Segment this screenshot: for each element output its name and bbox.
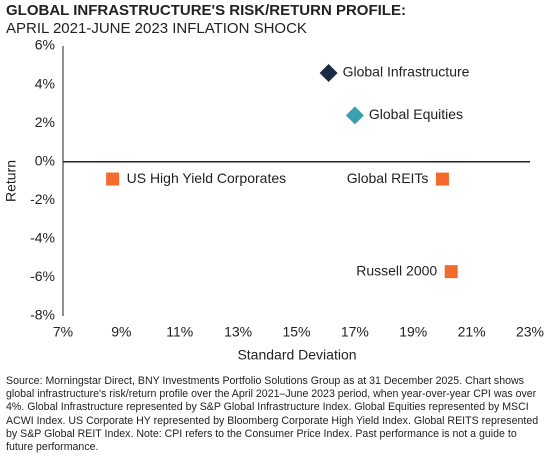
x-tick-label: 9% [111, 324, 131, 340]
point-label: Global REITs [347, 170, 429, 186]
x-tick-label: 15% [282, 324, 310, 340]
point [444, 265, 458, 279]
x-tick-label: 13% [224, 324, 252, 340]
x-tick-label: 23% [516, 324, 544, 340]
chart-subtitle: APRIL 2021-JUNE 2023 INFLATION SHOCK [6, 20, 307, 37]
chart: GLOBAL INFRASTRUCTURE'S RISK/RETURN PROF… [3, 2, 544, 363]
y-axis-label: Return [3, 160, 19, 202]
y-tick-label: 4% [35, 75, 55, 91]
x-tick-label: 7% [53, 324, 73, 340]
point-label: Global Equities [369, 106, 463, 122]
point [106, 172, 120, 186]
point-label: US High Yield Corporates [127, 170, 287, 186]
x-tick-label: 11% [166, 324, 193, 340]
y-tick-label: 2% [35, 114, 55, 130]
y-tick-label: -2% [30, 191, 55, 207]
y-tick-label: -4% [30, 230, 55, 246]
x-axis-label: Standard Deviation [237, 347, 356, 363]
x-tick-label: 17% [341, 324, 369, 340]
point [345, 106, 364, 125]
point-label: Russell 2000 [356, 262, 437, 278]
y-tick-label: -8% [30, 307, 55, 323]
x-tick-label: 21% [458, 324, 486, 340]
point [319, 64, 338, 82]
point [435, 172, 449, 186]
x-tick-label: 19% [399, 324, 427, 340]
footnote: Source: Morningstar Direct, BNY Investme… [6, 375, 539, 454]
y-tick-label: 6% [35, 37, 55, 53]
y-tick-label: 0% [35, 152, 55, 168]
y-tick-label: -6% [30, 268, 55, 284]
chart-title: GLOBAL INFRASTRUCTURE'S RISK/RETURN PROF… [6, 2, 406, 19]
point-label: Global Infrastructure [343, 64, 470, 80]
